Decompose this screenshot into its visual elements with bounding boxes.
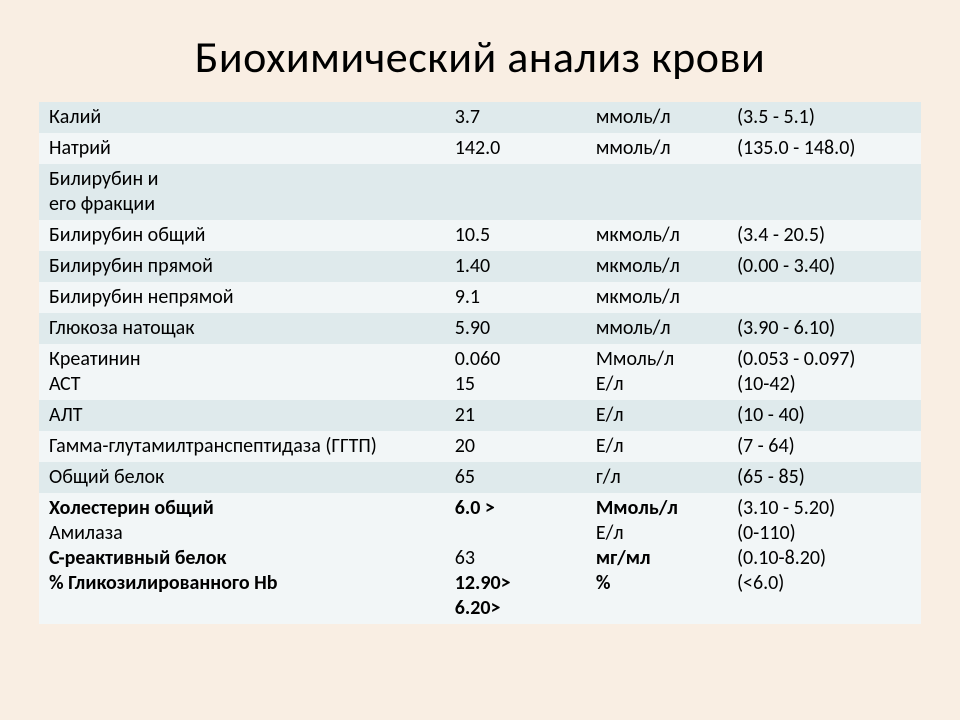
table-row: КреатининАСТ0.06015Ммоль/лЕ/л(0.053 - 0.… [39,344,921,400]
table-row: Общий белок65г/л(65 - 85) [39,462,921,493]
cell-name: Гамма-глутамилтранспептидаза (ГГТП) [39,431,445,462]
cell-range: (3.5 - 5.1) [727,102,921,133]
cell-unit: мкмоль/л [586,220,727,251]
cell-value: 1.40 [445,251,586,282]
page-title: Биохимический анализ крови [39,30,921,84]
cell-name: Общий белок [39,462,445,493]
cell-name: Холестерин общийАмилазаС-реактивный бело… [39,493,445,624]
cell-range: (7 - 64) [727,431,921,462]
cell-name: Калий [39,102,445,133]
table-row: Билирубин общий10.5мкмоль/л(3.4 - 20.5) [39,220,921,251]
cell-value: 5.90 [445,313,586,344]
cell-unit: Ммоль/лЕ/лмг/мл% [586,493,727,624]
cell-range [727,164,921,220]
cell-name: Билирубин общий [39,220,445,251]
cell-unit: ммоль/л [586,313,727,344]
cell-range: (0.00 - 3.40) [727,251,921,282]
cell-value: 0.06015 [445,344,586,400]
cell-range: (3.10 - 5.20)(0-110)(0.10-8.20)(<6.0) [727,493,921,624]
cell-range [727,282,921,313]
table-row: АЛТ21Е/л(10 - 40) [39,400,921,431]
cell-value: 10.5 [445,220,586,251]
lab-results-table: Калий3.7ммоль/л(3.5 - 5.1)Натрий142.0ммо… [39,102,921,624]
cell-value: 9.1 [445,282,586,313]
cell-unit [586,164,727,220]
cell-range: (3.90 - 6.10) [727,313,921,344]
table-row: Холестерин общийАмилазаС-реактивный бело… [39,493,921,624]
cell-range: (0.053 - 0.097)(10-42) [727,344,921,400]
table-row: Калий3.7ммоль/л(3.5 - 5.1) [39,102,921,133]
cell-value: 142.0 [445,133,586,164]
table-row: Билирубин непрямой9.1мкмоль/л [39,282,921,313]
table-row: Натрий142.0ммоль/л(135.0 - 148.0) [39,133,921,164]
cell-range: (65 - 85) [727,462,921,493]
cell-value: 65 [445,462,586,493]
table-row: Билирубин иего фракции [39,164,921,220]
table-row: Глюкоза натощак5.90ммоль/л(3.90 - 6.10) [39,313,921,344]
cell-range: (10 - 40) [727,400,921,431]
table-row: Гамма-глутамилтранспептидаза (ГГТП)20Е/л… [39,431,921,462]
cell-unit: г/л [586,462,727,493]
cell-value: 20 [445,431,586,462]
cell-unit: Ммоль/лЕ/л [586,344,727,400]
cell-value: 3.7 [445,102,586,133]
cell-value [445,164,586,220]
cell-name: Глюкоза натощак [39,313,445,344]
cell-range: (135.0 - 148.0) [727,133,921,164]
cell-unit: Е/л [586,400,727,431]
cell-name: КреатининАСТ [39,344,445,400]
cell-name: Билирубин непрямой [39,282,445,313]
cell-name: Натрий [39,133,445,164]
cell-name: АЛТ [39,400,445,431]
cell-name: Билирубин иего фракции [39,164,445,220]
table-row: Билирубин прямой1.40мкмоль/л(0.00 - 3.40… [39,251,921,282]
cell-unit: мкмоль/л [586,251,727,282]
cell-unit: мкмоль/л [586,282,727,313]
cell-value: 21 [445,400,586,431]
cell-range: (3.4 - 20.5) [727,220,921,251]
cell-name: Билирубин прямой [39,251,445,282]
cell-unit: ммоль/л [586,133,727,164]
slide: Биохимический анализ крови Калий3.7ммоль… [39,30,921,624]
cell-unit: Е/л [586,431,727,462]
cell-unit: ммоль/л [586,102,727,133]
cell-value: 6.0 > 6312.90>6.20> [445,493,586,624]
